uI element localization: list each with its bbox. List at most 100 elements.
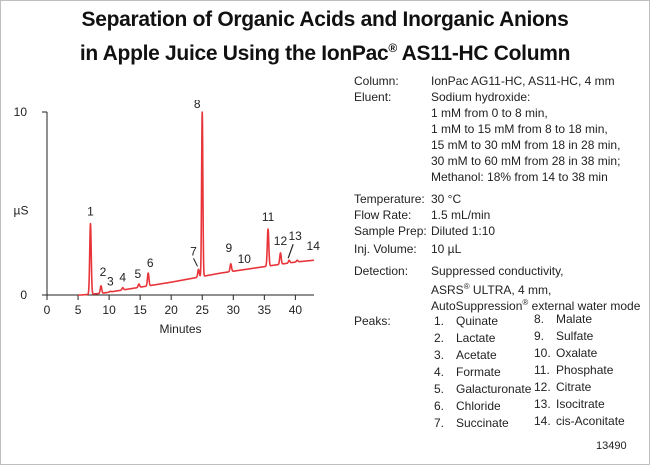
peak-label: 5	[135, 267, 142, 281]
peak-number: 13.	[534, 397, 551, 411]
registered-mark: ®	[522, 298, 529, 307]
peak-label: 6	[147, 256, 154, 270]
detection-line-3: AutoSuppression® external water mode	[431, 295, 640, 314]
peak-number: 14.	[534, 414, 551, 428]
column-value: IonPac AG11-HC, AS11-HC, 4 mm	[431, 74, 615, 88]
chromatogram-trace	[77, 111, 315, 296]
peak-label: 2	[100, 265, 107, 279]
peak-name: Malate	[556, 312, 593, 326]
x-tick-label: 15	[133, 303, 147, 317]
peaks-list-right: 8. Malate 9. Sulfate 10. Oxalate 11. Phosphate 1…	[534, 311, 625, 430]
registered-mark: ®	[388, 41, 397, 55]
y-tick-label: 0	[20, 288, 27, 302]
peak-number: 12.	[534, 380, 551, 394]
inj-volume-label: Inj. Volume:	[354, 242, 417, 256]
peaks-label: Peaks:	[354, 314, 391, 328]
peak-number: 1.	[434, 314, 445, 328]
peak-marker-line	[193, 258, 198, 267]
inj-volume-value: 10 µL	[431, 242, 462, 256]
x-tick-label: 10	[102, 303, 116, 317]
peak-name: Quinate	[456, 314, 499, 328]
eluent-label: Eluent:	[354, 90, 392, 104]
peak-name: Acetate	[456, 348, 497, 362]
peak-label: 11	[262, 210, 275, 224]
peak-list-item: 13. Isocitrate	[534, 396, 625, 413]
peak-label: 10	[238, 252, 252, 266]
peak-number: 11.	[534, 363, 550, 377]
peak-label: 12	[274, 234, 288, 248]
detection-autosuppression: AutoSuppression	[431, 299, 523, 313]
peak-number: 2.	[434, 331, 445, 345]
sample-prep-value: Diluted 1:10	[431, 224, 496, 238]
peak-name: Succinate	[456, 416, 509, 430]
flow-rate-label: Flow Rate:	[354, 208, 412, 222]
peak-name: Isocitrate	[556, 397, 605, 411]
peak-list-item: 10. Oxalate	[534, 345, 625, 362]
peak-number: 9.	[534, 329, 545, 343]
peak-list-item: 8. Malate	[534, 311, 625, 328]
peak-label: 7	[190, 244, 197, 258]
peaks-list-left: 1. Quinate 2. Lactate 3. Acetate 4. Formate 5. Ga…	[434, 313, 531, 432]
peak-label: 4	[119, 271, 126, 285]
x-tick-label: 30	[227, 303, 241, 317]
eluent-line: 30 mM to 60 mM from 28 in 38 min;	[431, 154, 621, 168]
detection-label: Detection:	[354, 264, 409, 278]
peak-marker-line	[287, 244, 294, 259]
detection-line-2: ASRS® ULTRA, 4 mm,	[431, 279, 551, 298]
peak-name: Oxalate	[556, 346, 598, 360]
peak-label: 8	[194, 100, 201, 111]
x-tick-label: 0	[44, 303, 51, 317]
eluent-line: 15 mM to 30 mM from 18 in 28 min,	[431, 138, 621, 152]
eluent-line: 1 mM from 0 to 8 min,	[431, 106, 548, 120]
eluent-line: Sodium hydroxide:	[431, 90, 531, 104]
x-tick-label: 20	[165, 303, 179, 317]
x-axis-label: Minutes	[159, 322, 201, 336]
peak-name: Formate	[456, 365, 501, 379]
sample-prep-label: Sample Prep:	[354, 224, 427, 238]
peak-number: 5.	[434, 382, 445, 396]
x-tick-label: 25	[196, 303, 210, 317]
peak-name: Citrate	[556, 380, 592, 394]
peak-label: 13	[288, 229, 302, 243]
peak-label: 3	[107, 274, 114, 288]
peak-list-item: 5. Galacturonate	[434, 381, 531, 398]
peak-list-item: 6. Chloride	[434, 398, 531, 415]
chart-title: Separation of Organic Acids and Inorgani…	[0, 6, 650, 68]
peak-list-item: 11. Phosphate	[534, 362, 625, 379]
peak-list-item: 14. cis-Aconitate	[534, 413, 625, 430]
peak-name: Sulfate	[556, 329, 594, 343]
x-tick-label: 5	[75, 303, 82, 317]
detection-asrs-rest: ULTRA, 4 mm,	[469, 283, 552, 297]
peak-list-item: 9. Sulfate	[534, 328, 625, 345]
title-line-2: in Apple Juice Using the IonPac® AS11-HC…	[0, 34, 650, 68]
peak-number: 3.	[434, 348, 445, 362]
peak-list-item: 7. Succinate	[434, 415, 531, 432]
peak-number: 10.	[534, 346, 551, 360]
peak-name: Galacturonate	[456, 382, 532, 396]
detection-autosuppression-rest: external water mode	[528, 299, 641, 313]
y-tick-label: 10	[14, 105, 28, 119]
peak-label: 14	[307, 239, 321, 253]
peak-name: Chloride	[456, 399, 501, 413]
column-label: Column:	[354, 74, 399, 88]
peak-list-item: 4. Formate	[434, 364, 531, 381]
eluent-line: 1 mM to 15 mM from 8 to 18 min,	[431, 122, 608, 136]
peak-number: 4.	[434, 365, 445, 379]
peak-number: 8.	[534, 312, 545, 326]
peak-number: 7.	[434, 416, 445, 430]
y-axis-label: µS	[14, 203, 29, 217]
detection-line-1: Suppressed conductivity,	[431, 264, 564, 278]
detection-asrs: ASRS	[431, 283, 464, 297]
title-line-2b: AS11-HC Column	[396, 42, 571, 65]
peak-list-item: 12. Citrate	[534, 379, 625, 396]
peak-list-item: 1. Quinate	[434, 313, 531, 330]
figure-id: 13490	[596, 440, 627, 452]
temperature-value: 30 °C	[431, 192, 462, 206]
peak-list-item: 2. Lactate	[434, 330, 531, 347]
peak-list-item: 3. Acetate	[434, 347, 531, 364]
temperature-label: Temperature:	[354, 192, 425, 206]
peak-label: 1	[87, 205, 94, 219]
x-tick-label: 35	[258, 303, 272, 317]
